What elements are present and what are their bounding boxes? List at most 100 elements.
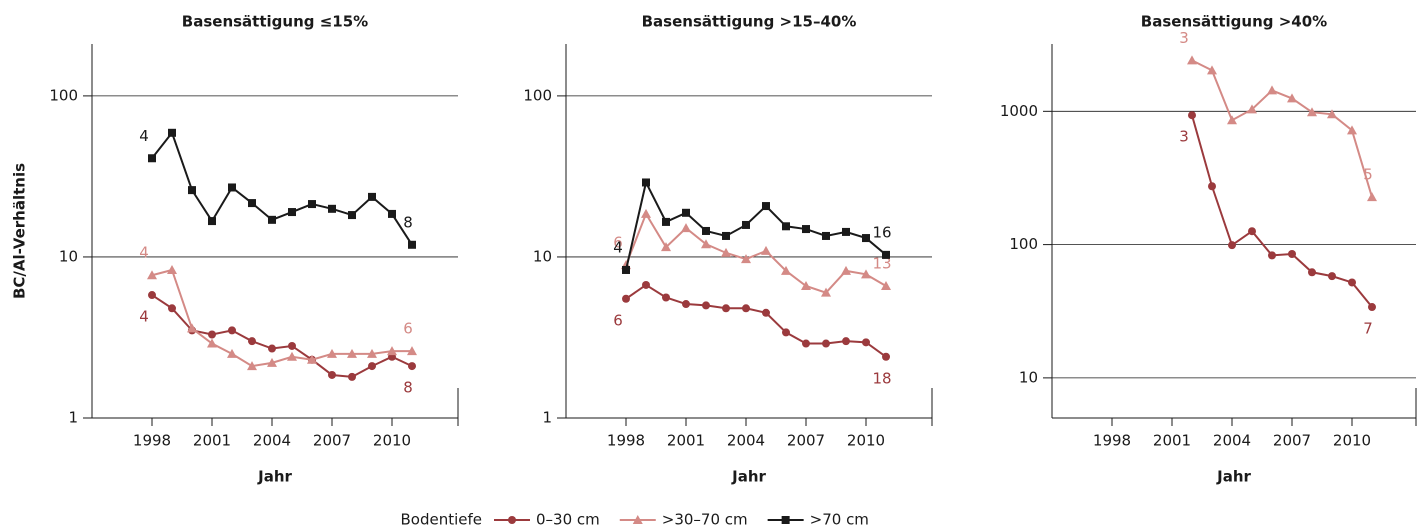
data-point bbox=[287, 351, 297, 361]
data-point bbox=[782, 222, 790, 231]
data-point bbox=[248, 337, 256, 346]
data-point bbox=[147, 270, 157, 280]
x-tick-label: 2007 bbox=[313, 432, 351, 450]
data-point bbox=[288, 341, 296, 350]
data-point bbox=[207, 338, 217, 348]
y-tick-label: 1 bbox=[542, 409, 552, 427]
data-point bbox=[408, 240, 416, 249]
data-point bbox=[1367, 192, 1377, 202]
data-point bbox=[642, 280, 650, 289]
data-point bbox=[1227, 115, 1237, 125]
y-tick-label: 1000 bbox=[1000, 102, 1038, 120]
y-tick-label: 10 bbox=[59, 247, 78, 265]
data-point bbox=[882, 250, 890, 259]
data-point bbox=[882, 352, 890, 361]
data-point bbox=[208, 217, 216, 226]
x-tick-label: 2001 bbox=[667, 432, 705, 450]
data-point bbox=[781, 265, 791, 275]
x-tick-label: 2004 bbox=[727, 432, 765, 450]
x-tick-label: 2007 bbox=[787, 432, 825, 450]
data-point bbox=[388, 209, 396, 218]
data-point bbox=[1328, 272, 1336, 281]
data-point bbox=[722, 304, 730, 313]
data-point bbox=[368, 192, 376, 201]
x-tick-label: 2004 bbox=[253, 432, 291, 450]
data-point bbox=[822, 339, 830, 348]
data-point bbox=[861, 269, 871, 279]
data-point bbox=[228, 326, 236, 335]
data-point bbox=[662, 293, 670, 302]
data-point bbox=[821, 287, 831, 297]
data-point bbox=[1208, 182, 1216, 191]
data-point bbox=[188, 186, 196, 195]
data-point bbox=[742, 304, 750, 313]
legend-marker bbox=[508, 516, 516, 524]
x-axis-label: Jahr bbox=[1216, 468, 1251, 486]
data-point bbox=[782, 328, 790, 337]
data-point bbox=[247, 361, 257, 371]
data-point bbox=[1307, 107, 1317, 117]
x-tick-label: 2001 bbox=[1153, 432, 1191, 450]
data-point bbox=[822, 231, 830, 240]
data-point bbox=[368, 362, 376, 371]
y-tick-label: 100 bbox=[49, 86, 78, 104]
data-point bbox=[307, 354, 317, 364]
data-point bbox=[288, 208, 296, 217]
legend-marker bbox=[632, 515, 643, 524]
count-label: 4 bbox=[613, 238, 623, 256]
count-label: 8 bbox=[403, 213, 413, 231]
x-tick-label: 2010 bbox=[847, 432, 885, 450]
data-point bbox=[1187, 55, 1197, 65]
data-point bbox=[702, 301, 710, 310]
data-point bbox=[148, 291, 156, 300]
data-point bbox=[267, 357, 277, 367]
data-point bbox=[1348, 278, 1356, 287]
data-point bbox=[841, 265, 851, 275]
data-point bbox=[187, 323, 197, 333]
data-point bbox=[208, 330, 216, 339]
x-axis-label: Jahr bbox=[731, 468, 766, 486]
data-point bbox=[327, 348, 337, 358]
data-point bbox=[1247, 104, 1257, 114]
data-point bbox=[802, 225, 810, 234]
data-point bbox=[641, 208, 651, 218]
count-label: 4 bbox=[139, 244, 149, 262]
data-point bbox=[622, 294, 630, 303]
data-point bbox=[862, 234, 870, 243]
data-point bbox=[407, 346, 417, 356]
x-tick-label: 2004 bbox=[1213, 432, 1251, 450]
chart-title: Basensättigung >40% bbox=[1141, 13, 1327, 31]
data-point bbox=[1188, 111, 1196, 120]
y-tick-label: 1 bbox=[68, 409, 78, 427]
count-label: 3 bbox=[1179, 128, 1189, 146]
y-tick-label: 10 bbox=[533, 247, 552, 265]
series-line bbox=[1191, 59, 1373, 198]
data-point bbox=[1368, 303, 1376, 312]
x-tick-label: 2007 bbox=[1273, 432, 1311, 450]
data-point bbox=[801, 281, 811, 291]
count-label: 5 bbox=[1363, 166, 1373, 184]
data-point bbox=[168, 304, 176, 313]
data-point bbox=[1308, 268, 1316, 277]
data-point bbox=[1268, 251, 1276, 260]
data-point bbox=[721, 247, 731, 257]
data-point bbox=[701, 239, 711, 249]
legend-marker bbox=[781, 516, 790, 524]
data-point bbox=[682, 300, 690, 309]
chart-title: Basensättigung ≤15% bbox=[182, 13, 368, 31]
count-label: 6 bbox=[613, 234, 623, 252]
data-point bbox=[642, 178, 650, 187]
x-tick-label: 2001 bbox=[193, 432, 231, 450]
data-point bbox=[308, 200, 316, 209]
data-point bbox=[802, 339, 810, 348]
data-point bbox=[268, 344, 276, 353]
data-point bbox=[1228, 241, 1236, 250]
x-axis-label: Jahr bbox=[257, 468, 292, 486]
data-point bbox=[762, 308, 770, 317]
data-point bbox=[367, 348, 377, 358]
data-point bbox=[228, 183, 236, 192]
legend-label: >30–70 cm bbox=[662, 511, 748, 529]
x-tick-label: 1998 bbox=[607, 432, 645, 450]
legend-label: 0–30 cm bbox=[536, 511, 600, 529]
count-label: 13 bbox=[872, 255, 891, 273]
